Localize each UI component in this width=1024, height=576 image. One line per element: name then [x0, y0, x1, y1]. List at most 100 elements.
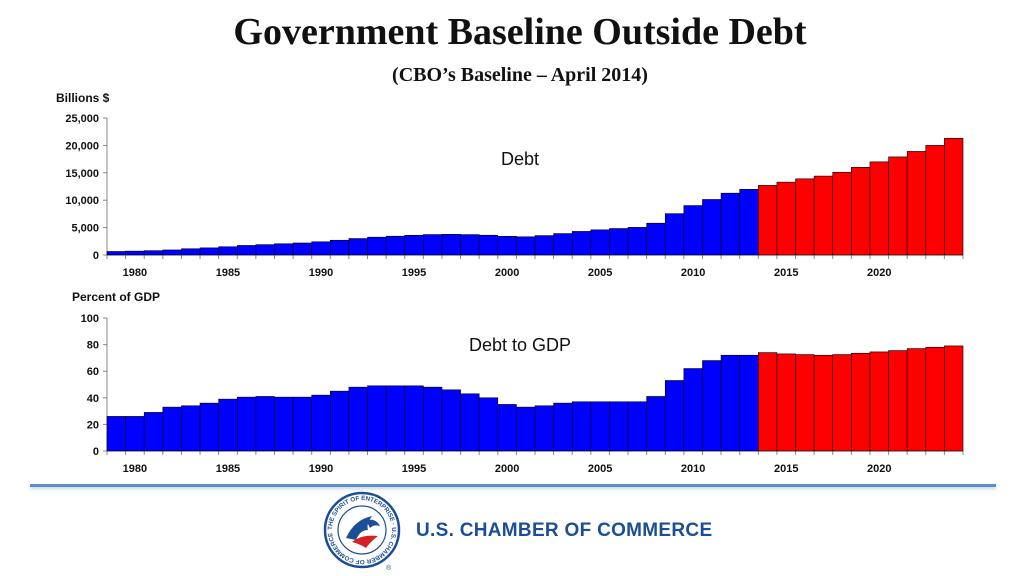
chart-label: Debt [501, 149, 539, 169]
y-tick-label: 15,000 [65, 168, 99, 180]
projected-bar-2014 [758, 352, 778, 452]
projected-bar-2021 [888, 156, 908, 256]
actual-bar-1988 [274, 396, 294, 452]
actual-bar-1985 [218, 398, 238, 452]
actual-bar-2002 [534, 235, 554, 256]
actual-bar-1991 [330, 239, 350, 256]
actual-bar-2010 [683, 368, 703, 452]
actual-bar-2001 [516, 406, 536, 452]
actual-bar-1998 [460, 393, 480, 452]
actual-bar-1999 [478, 234, 499, 256]
projected-bar-2014 [758, 185, 778, 256]
chart-label: Debt to GDP [469, 335, 571, 355]
organization-name: U.S. CHAMBER OF COMMERCE [416, 520, 713, 541]
projected-bar-2019 [851, 352, 871, 452]
x-tick-label: 1995 [402, 267, 426, 279]
charts-canvas: Billions $ 0 5,000 10,000 15,000 20,000 25,000… [56, 91, 964, 475]
actual-bar-1981 [143, 250, 164, 256]
actual-bar-1995 [404, 234, 424, 256]
y-tick-label: 10,000 [65, 195, 99, 207]
x-tick-label: 1990 [309, 267, 333, 279]
actual-bar-1997 [441, 234, 461, 256]
actual-bar-1990 [311, 241, 331, 256]
projected-bar-2024 [944, 137, 964, 256]
actual-bar-1981 [143, 412, 164, 452]
actual-bar-1998 [460, 234, 480, 256]
actual-bar-1989 [292, 242, 312, 256]
actual-bar-1991 [330, 390, 350, 452]
actual-bar-2008 [646, 222, 666, 256]
actual-bar-1986 [236, 396, 257, 452]
actual-bar-1992 [348, 238, 368, 256]
x-tick-label: 2015 [774, 463, 798, 475]
actual-bar-2009 [664, 380, 685, 452]
actual-bar-1997 [441, 389, 461, 452]
y-tick-label: 40 [87, 393, 99, 405]
x-tick-label: 2015 [774, 267, 798, 279]
actual-bar-2009 [664, 213, 685, 256]
y-tick-label: 60 [87, 366, 99, 378]
projected-bar-2019 [851, 167, 871, 256]
y-tick-label: 100 [81, 313, 99, 325]
x-tick-label: 1985 [216, 267, 240, 279]
y-axis-label: Percent of GDP [72, 290, 160, 304]
projected-bar-2018 [832, 354, 852, 452]
actual-bar-2013 [739, 189, 759, 256]
x-tick-label: 2010 [681, 267, 705, 279]
debt-chart: Billions $ 0 5,000 10,000 15,000 20,000 25,000… [56, 91, 964, 279]
actual-bar-1984 [199, 247, 219, 256]
actual-bar-1988 [274, 243, 294, 256]
actual-bar-2011 [702, 360, 722, 452]
projected-bar-2022 [906, 151, 927, 256]
actual-bar-2013 [739, 354, 759, 452]
actual-bar-2002 [534, 405, 554, 452]
actual-bar-2003 [553, 402, 573, 452]
x-tick-label: 2000 [495, 267, 519, 279]
y-tick-label: 0 [93, 446, 99, 458]
actual-bar-2005 [590, 401, 610, 452]
projected-bar-2015 [776, 181, 796, 256]
actual-bar-2008 [646, 396, 666, 452]
x-tick-label: 1985 [216, 463, 240, 475]
actual-bar-2007 [627, 227, 647, 256]
x-tick-label: 2005 [588, 463, 612, 475]
actual-bar-2004 [571, 231, 592, 256]
x-tick-label: 1995 [402, 463, 426, 475]
projected-bar-2020 [869, 351, 889, 452]
actual-bar-1992 [348, 386, 368, 452]
projected-bar-2021 [888, 350, 908, 452]
page-subtitle: (CBO’s Baseline – April 2014) [392, 64, 648, 86]
actual-bar-2007 [627, 401, 647, 452]
actual-bar-2005 [590, 229, 610, 256]
y-tick-label: 5,000 [71, 223, 99, 235]
actual-bar-1987 [255, 396, 275, 452]
actual-bar-1982 [162, 249, 182, 256]
footer-divider [30, 484, 996, 487]
actual-bar-1995 [404, 385, 424, 452]
actual-bar-1989 [292, 396, 312, 452]
actual-bar-2010 [683, 205, 703, 256]
projected-bar-2024 [944, 345, 964, 452]
actual-bar-1979 [106, 416, 126, 452]
x-tick-label: 1990 [309, 463, 333, 475]
x-tick-label: 1980 [123, 267, 147, 279]
projected-bar-2017 [813, 354, 834, 452]
actual-bar-2011 [702, 199, 722, 256]
actual-bar-1994 [385, 385, 406, 452]
projected-bar-2017 [813, 175, 834, 256]
x-tick-label: 2010 [681, 463, 705, 475]
x-tick-label: 2005 [588, 267, 612, 279]
actual-bar-2012 [720, 192, 740, 256]
actual-bar-1987 [255, 244, 275, 256]
actual-bar-1983 [181, 248, 201, 256]
actual-bar-1985 [218, 246, 238, 256]
debt-to-gdp-chart: Percent of GDP 0 20 40 60 80 100 1980 1985 1990 19… [72, 290, 964, 475]
projected-bar-2023 [925, 145, 945, 256]
actual-bar-1982 [162, 406, 182, 452]
actual-bar-1986 [236, 245, 257, 256]
projected-bar-2020 [869, 161, 889, 256]
actual-bar-1980 [125, 250, 145, 256]
actual-bar-2012 [720, 354, 740, 452]
actual-bar-1996 [423, 386, 443, 452]
actual-bar-1999 [478, 397, 499, 452]
